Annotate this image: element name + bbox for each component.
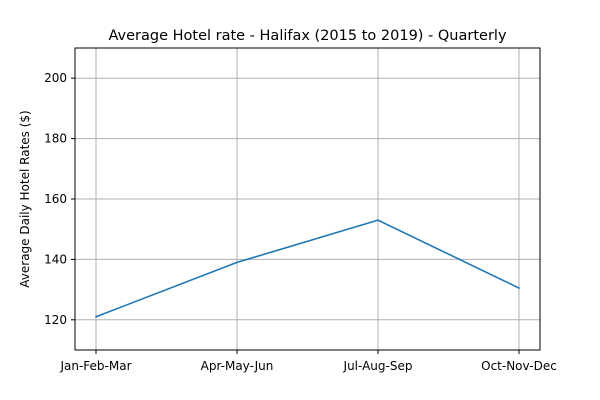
ticks [71, 77, 520, 354]
data-point [377, 219, 379, 221]
y-axis-label: Average Daily Hotel Rates ($) [18, 110, 32, 287]
x-tick-label: Apr-May-Jun [201, 359, 274, 373]
x-tick-label: Oct-Nov-Dec [481, 359, 557, 373]
x-tick-label: Jul-Aug-Sep [343, 359, 413, 373]
data-point [236, 261, 238, 264]
data-point [95, 315, 97, 318]
tick-labels: Jan-Feb-Mar Apr-May-Jun Jul-Aug-Sep Oct-Nov… [44, 71, 557, 373]
y-tick-label: 200 [44, 71, 67, 85]
y-tick-label: 160 [44, 192, 67, 206]
x-tick-label: Jan-Feb-Mar [59, 359, 131, 373]
y-tick-label: 140 [44, 252, 67, 266]
y-tick-label: 180 [44, 132, 67, 146]
y-tick-label: 120 [44, 313, 67, 327]
data-point [518, 287, 520, 289]
plot-area-frame [74, 47, 541, 351]
series-line [95, 219, 520, 318]
grid [75, 48, 540, 350]
chart-title: Average Hotel rate - Halifax (2015 to 20… [108, 28, 506, 44]
series-layer [95, 219, 520, 318]
